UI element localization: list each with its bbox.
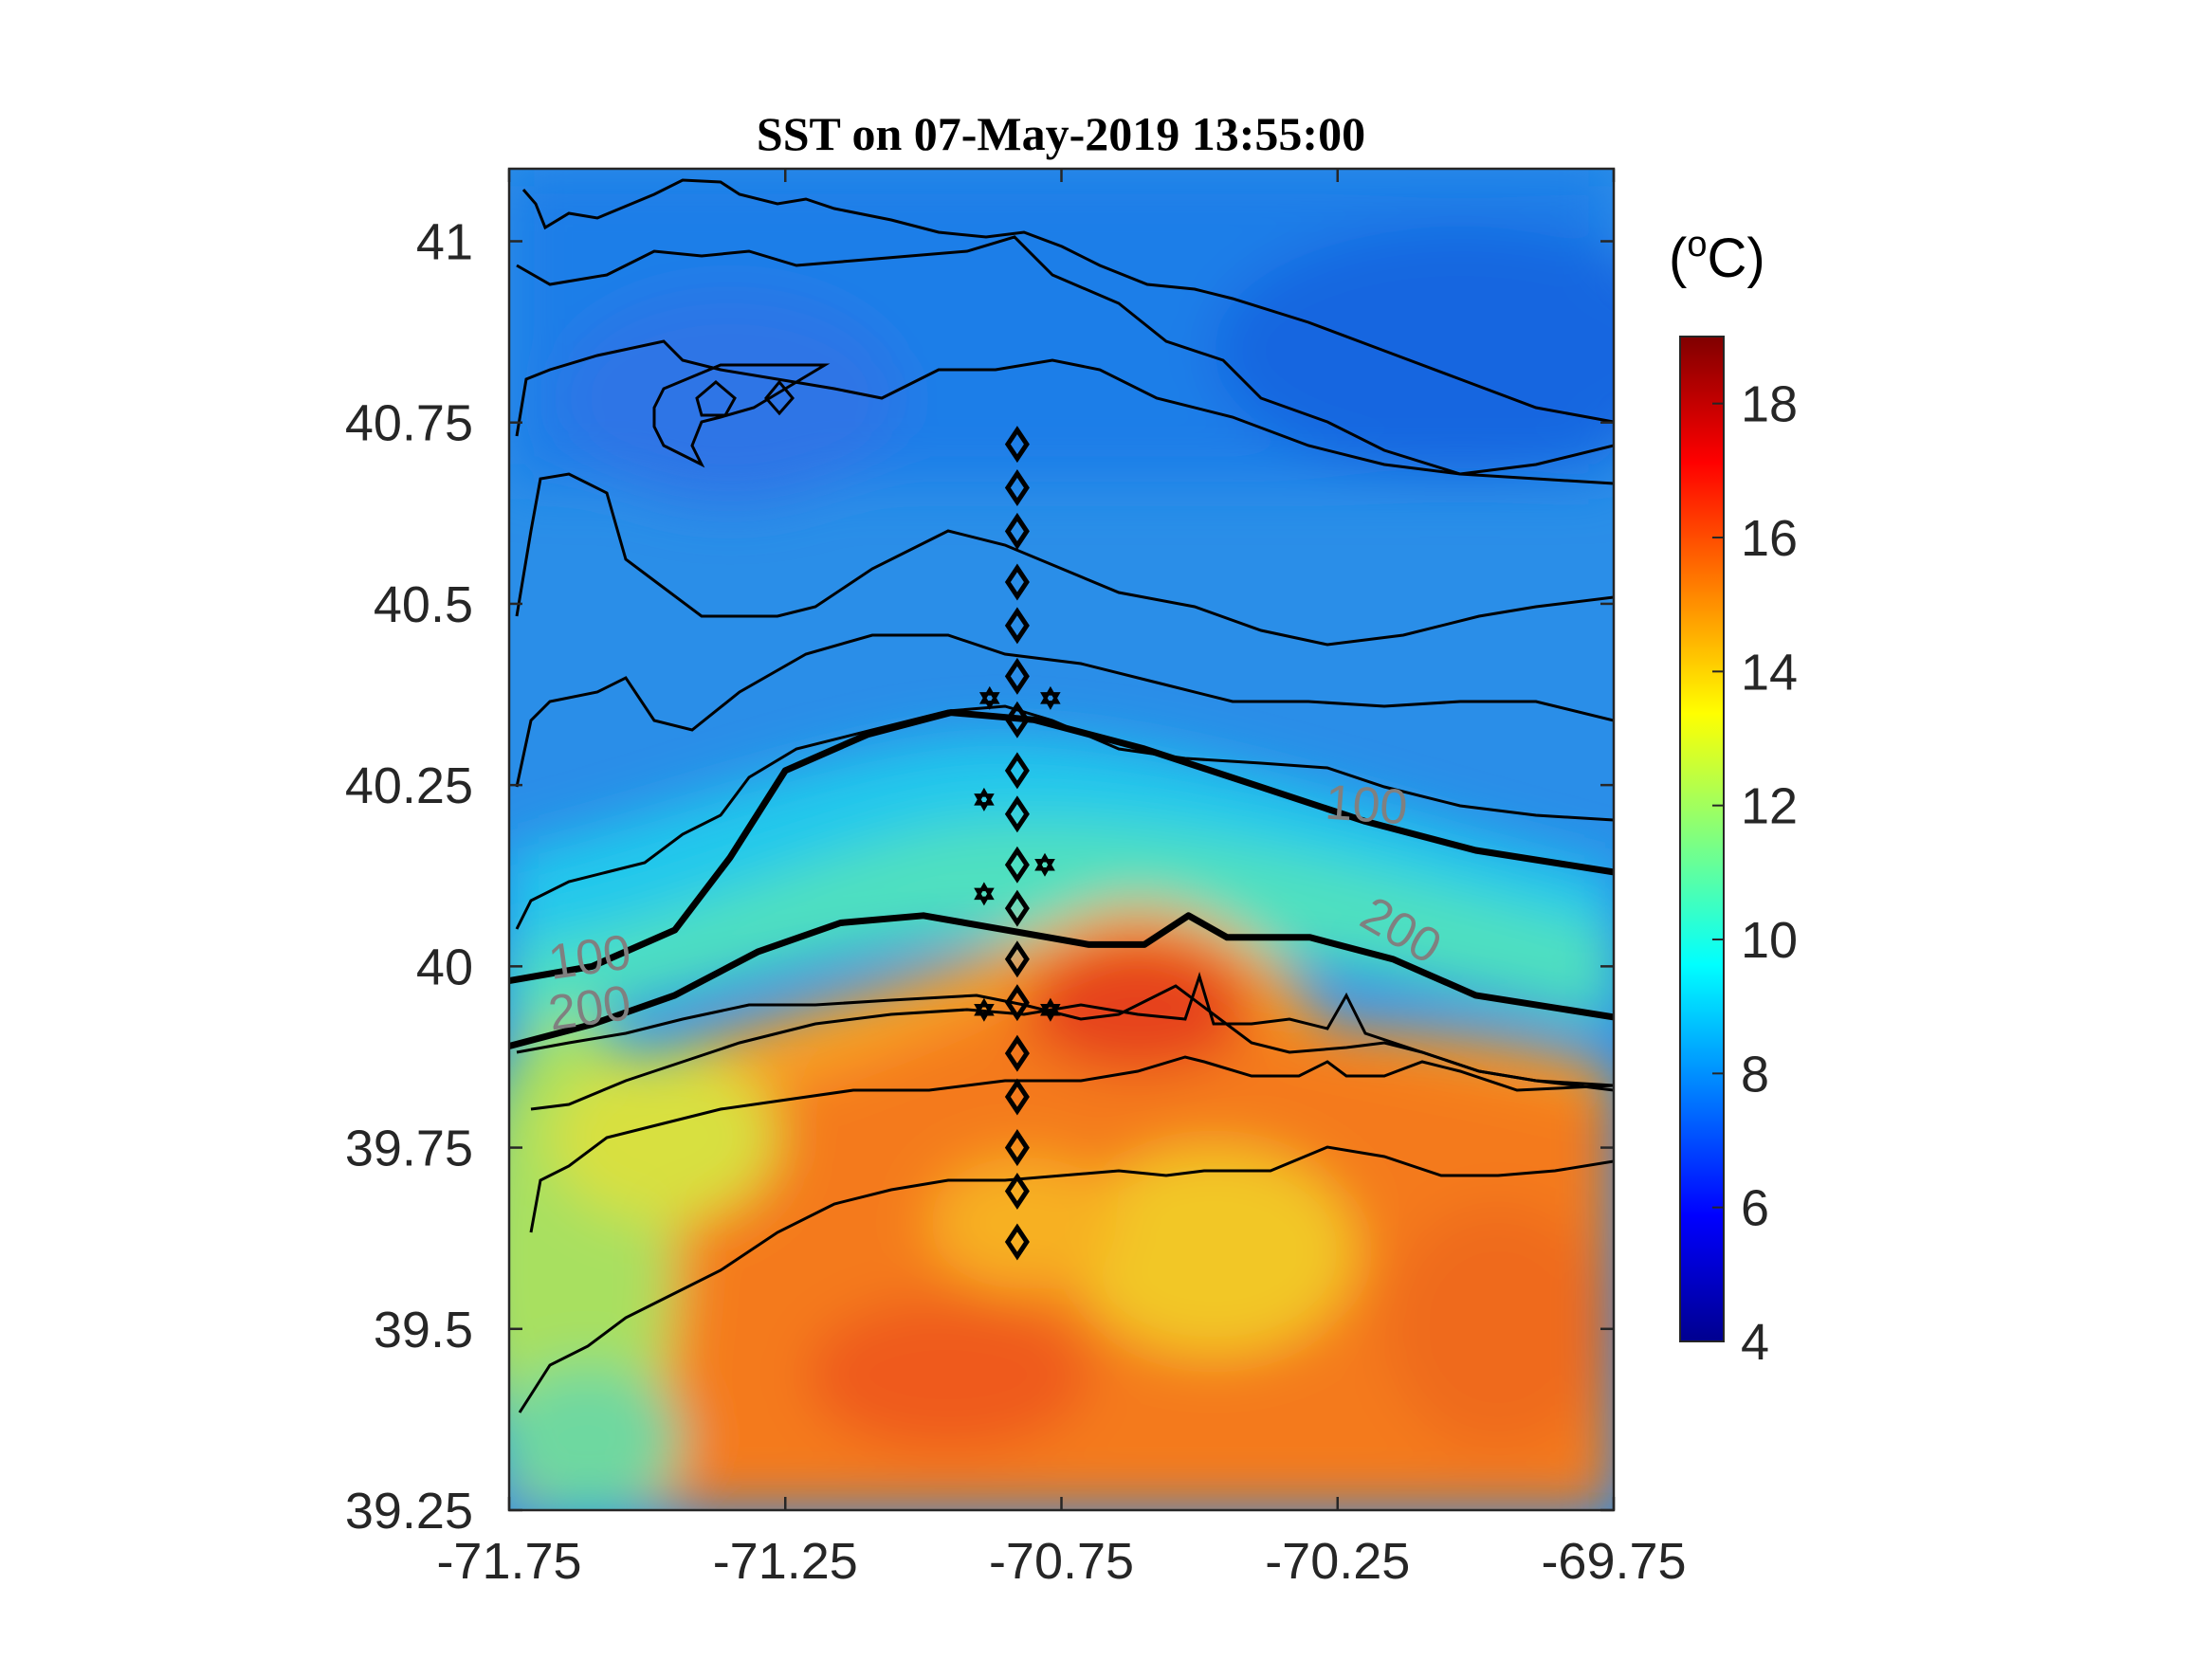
station-diamond [1004, 1034, 1030, 1072]
station-star [1034, 852, 1055, 877]
sst-field [509, 169, 1614, 1510]
colorbar-tick-label: 16 [1741, 510, 1798, 567]
station-diamond [1004, 846, 1030, 884]
station-diamond [1004, 657, 1030, 695]
colorbar-tick-label: 6 [1741, 1180, 1769, 1237]
x-axis: -71.75 -71.25 -70.75 -70.25 -69.75 [436, 169, 1687, 1590]
colorbar-frame [1679, 336, 1725, 1342]
station-diamond [1004, 1078, 1030, 1116]
y-tick-label: 39.25 [345, 1483, 473, 1540]
unit-open: ( [1669, 228, 1687, 289]
unit-degree: o [1687, 225, 1707, 264]
station-diamond [1004, 607, 1030, 645]
y-tick-label: 40 [416, 939, 473, 995]
station-diamond [1004, 1223, 1030, 1261]
station-diamond [1004, 984, 1030, 1022]
colorbar-tick-label: 8 [1741, 1046, 1769, 1103]
station-diamond [1004, 426, 1030, 464]
colorbar-tick-label: 18 [1741, 376, 1798, 433]
station-markers [974, 426, 1061, 1261]
isobath-200 [509, 912, 1614, 1049]
station-diamond [1004, 701, 1030, 738]
y-tick-label: 39.5 [374, 1302, 473, 1358]
station-star [974, 997, 995, 1022]
station-star [974, 882, 995, 906]
unit-celsius: C) [1707, 228, 1764, 289]
station-diamond [1004, 752, 1030, 790]
isobath-label: 200 [545, 975, 634, 1042]
isobath-label: 100 [545, 924, 634, 991]
y-axis: 39.25 39.5 39.75 40 40.25 40.5 40.75 41 [345, 213, 1614, 1540]
x-tick-label: -70.75 [989, 1533, 1134, 1590]
plot-title: SST on 07-May-2019 13:55:00 [757, 107, 1365, 160]
colorbar-tick-label: 10 [1741, 912, 1798, 969]
x-tick-label: -71.75 [436, 1533, 581, 1590]
station-star [1040, 997, 1061, 1022]
station-diamond [1004, 1129, 1030, 1167]
y-tick-label: 41 [416, 213, 473, 270]
colorbar-tick-label: 4 [1741, 1314, 1769, 1371]
station-diamond [1004, 795, 1030, 833]
y-tick-label: 40.75 [345, 395, 473, 452]
colorbar-ticks: 4 6 8 10 12 14 16 18 [1712, 376, 1798, 1371]
station-diamond [1004, 889, 1030, 927]
station-star [974, 787, 995, 811]
colorbar-tick-label: 12 [1741, 778, 1798, 835]
isobath-100 [509, 709, 1614, 985]
station-star [1040, 685, 1061, 710]
isobaths [509, 709, 1614, 1049]
station-diamond [1004, 512, 1030, 550]
station-diamond [1004, 1172, 1030, 1210]
station-star [978, 685, 1000, 710]
station-diamond [1004, 940, 1030, 978]
y-tick-label: 39.75 [345, 1121, 473, 1177]
isobath-label: 100 [1324, 775, 1410, 835]
map-axes: -71.75 -71.25 -70.75 -70.25 -69.75 39.25 39.5… [345, 167, 1687, 1590]
colorbar-gradient [1680, 337, 1724, 1341]
station-diamond [1004, 469, 1030, 507]
x-tick-label: -69.75 [1541, 1533, 1686, 1590]
station-diamond [1004, 563, 1030, 601]
x-tick-label: -71.25 [713, 1533, 858, 1590]
colorbar-tick-label: 14 [1741, 644, 1798, 701]
colorbar: 4 6 8 10 12 14 16 18 (oC) [1669, 225, 1798, 1371]
colorbar-unit-label: (oC) [1669, 225, 1765, 289]
y-tick-label: 40.25 [345, 757, 473, 814]
x-tick-label: -70.25 [1265, 1533, 1410, 1590]
y-tick-label: 40.5 [374, 576, 473, 633]
